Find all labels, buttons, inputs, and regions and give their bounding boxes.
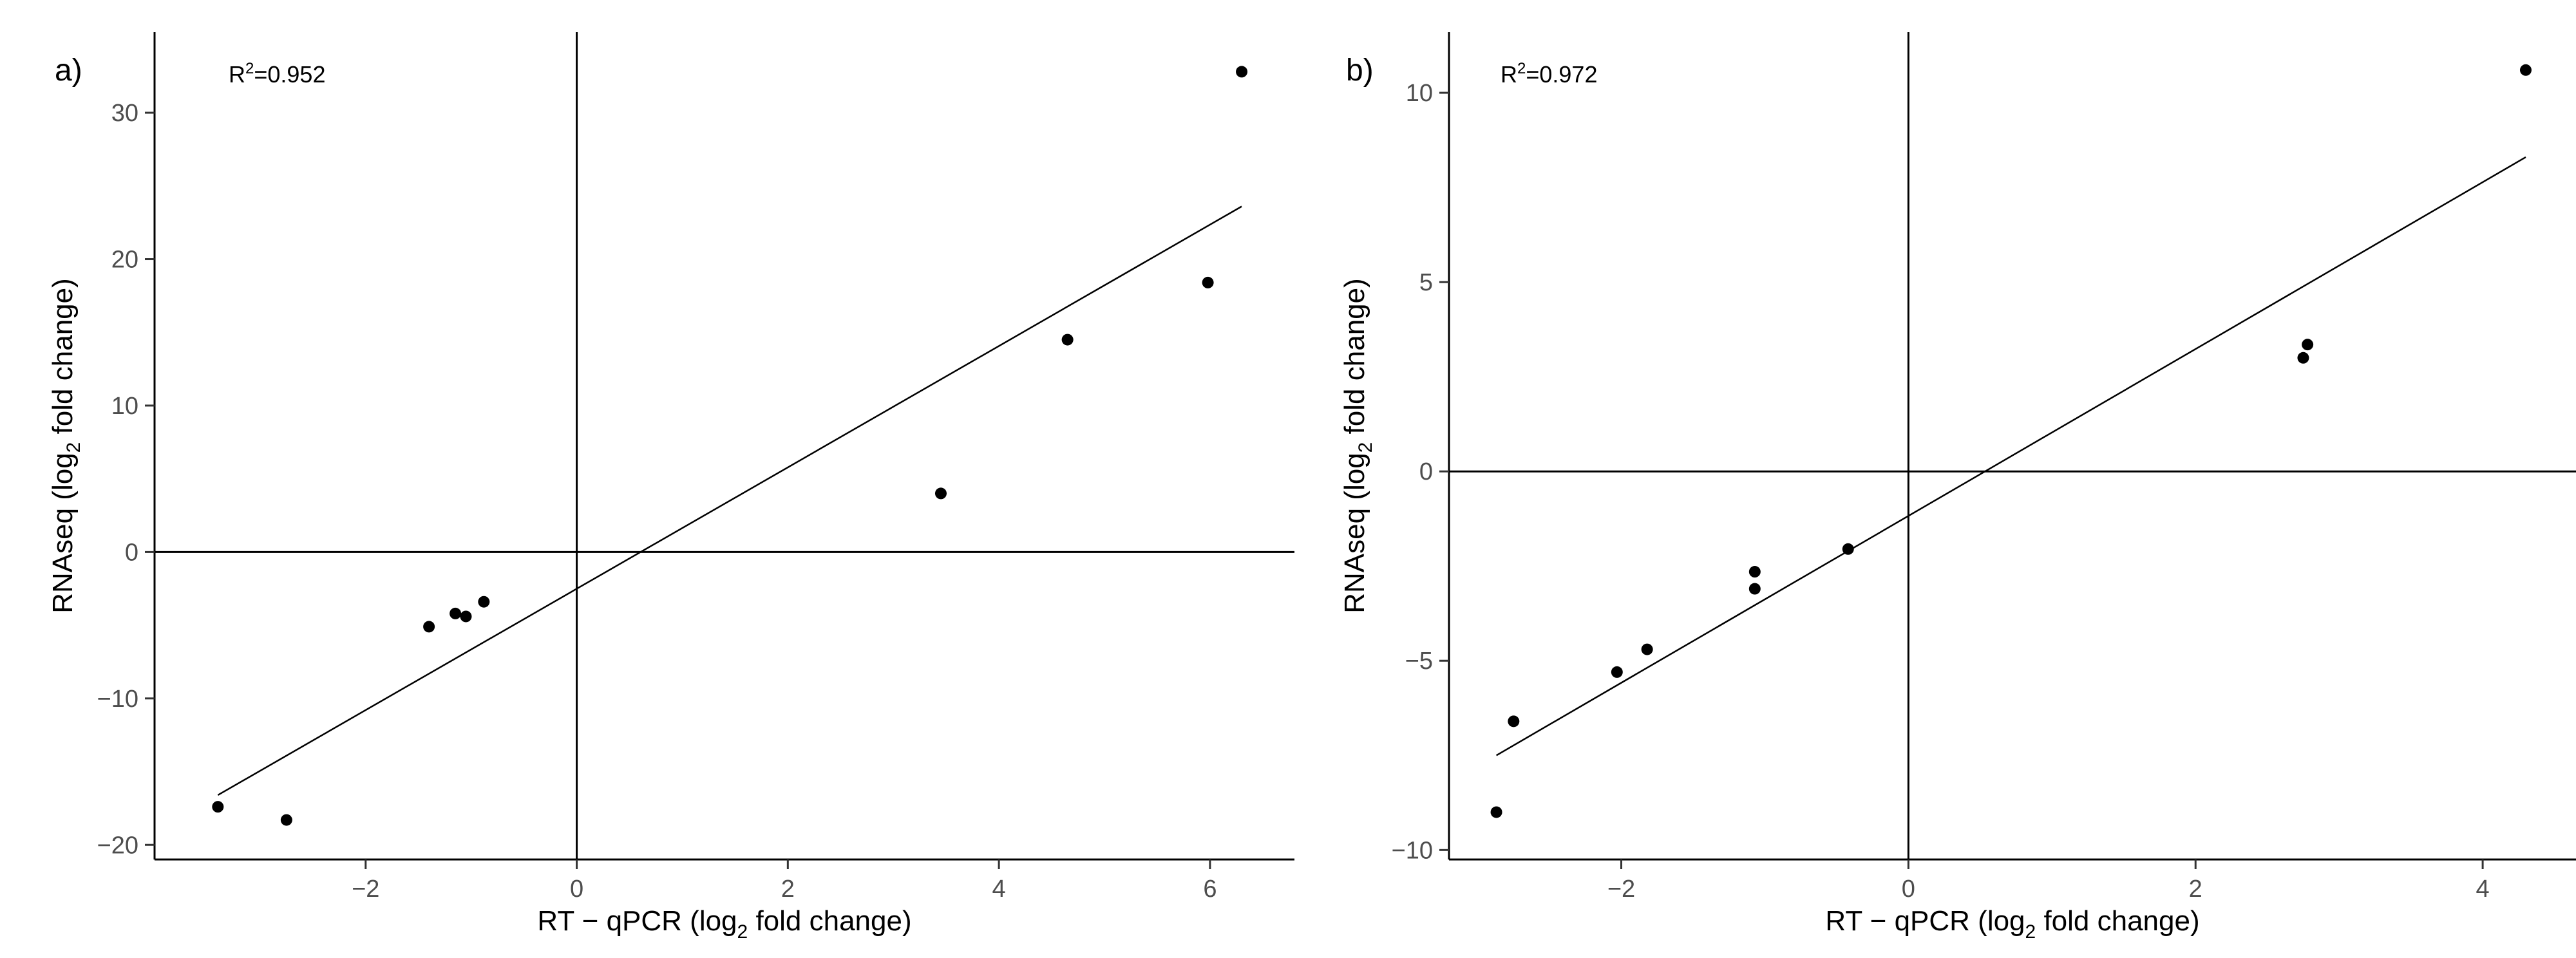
y-tick-label: −20 xyxy=(97,832,138,859)
x-axis-label-text: fold change) xyxy=(2036,905,2199,937)
data-point xyxy=(1490,806,1502,818)
y-axis-label: RNAseq (log2 fold change) xyxy=(1339,278,1376,614)
data-point xyxy=(1641,643,1653,655)
annotation-prefix: R xyxy=(229,61,245,88)
data-point xyxy=(1202,276,1214,288)
data-point xyxy=(450,607,462,619)
r-squared-annotation: R2=0.952 xyxy=(229,60,325,88)
y-tick-label: −10 xyxy=(97,686,138,713)
y-axis-label-text: RNAseq (log xyxy=(1339,453,1370,613)
x-axis-label-subscript: 2 xyxy=(2025,921,2036,943)
y-tick-label: 0 xyxy=(1419,458,1433,485)
y-axis-label-text: fold change) xyxy=(1339,278,1370,442)
data-point xyxy=(280,814,292,826)
y-axis-label-subscript: 2 xyxy=(1355,442,1376,453)
panel-label: a) xyxy=(55,53,82,88)
x-axis-label-text: RT − qPCR (log xyxy=(537,905,737,937)
r-squared-annotation: R2=0.972 xyxy=(1501,60,1597,88)
panel-label: b) xyxy=(1346,53,1374,88)
data-point xyxy=(1061,333,1074,346)
data-point xyxy=(2297,352,2309,364)
x-axis-label: RT − qPCR (log2 fold change) xyxy=(537,905,911,943)
regression-line xyxy=(1495,156,2526,756)
x-tick-label: 0 xyxy=(570,876,583,903)
x-axis-label: RT − qPCR (log2 fold change) xyxy=(1825,905,2199,943)
y-tick-label: 10 xyxy=(111,393,138,420)
x-tick-label: −2 xyxy=(352,876,379,903)
data-point xyxy=(2519,64,2532,76)
x-tick-label: −2 xyxy=(1607,876,1635,903)
annotation-superscript: 2 xyxy=(1517,60,1526,77)
x-axis-label-text: fold change) xyxy=(748,905,911,937)
y-axis-label-subscript: 2 xyxy=(63,442,84,453)
regression-line xyxy=(217,205,1242,796)
y-tick-label: 30 xyxy=(111,100,138,127)
data-point xyxy=(423,621,435,633)
x-axis-label-text: RT − qPCR (log xyxy=(1825,905,2025,937)
annotation-superscript: 2 xyxy=(245,60,254,77)
annotation-suffix: =0.972 xyxy=(1526,61,1597,88)
data-point xyxy=(934,487,947,500)
data-point xyxy=(460,610,472,623)
y-axis-label-text: RNAseq (log xyxy=(47,453,79,613)
data-point xyxy=(1236,66,1248,78)
x-axis-label-subscript: 2 xyxy=(737,921,748,943)
data-point xyxy=(212,801,224,813)
x-tick-label: 4 xyxy=(992,876,1006,903)
x-tick-label: 2 xyxy=(781,876,795,903)
data-point xyxy=(2302,339,2314,351)
y-tick-label: 5 xyxy=(1419,269,1433,296)
x-tick-label: 4 xyxy=(2476,876,2490,903)
x-tick-label: 0 xyxy=(1902,876,1915,903)
data-point xyxy=(1748,566,1761,578)
x-tick-label: 6 xyxy=(1203,876,1217,903)
y-tick-label: −10 xyxy=(1392,837,1433,864)
data-point xyxy=(1611,666,1623,678)
y-axis-label-text: fold change) xyxy=(47,278,79,442)
y-tick-label: 10 xyxy=(1406,80,1433,107)
data-point xyxy=(1748,583,1761,595)
y-tick-label: 0 xyxy=(125,539,138,566)
data-point xyxy=(1842,543,1854,555)
y-axis-label: RNAseq (log2 fold change) xyxy=(47,278,84,614)
y-tick-label: 20 xyxy=(111,247,138,274)
annotation-suffix: =0.952 xyxy=(254,61,325,88)
annotation-prefix: R xyxy=(1501,61,1517,88)
data-point xyxy=(478,596,490,608)
x-tick-label: 2 xyxy=(2189,876,2202,903)
data-point xyxy=(1508,715,1520,728)
y-tick-label: −5 xyxy=(1405,648,1433,675)
